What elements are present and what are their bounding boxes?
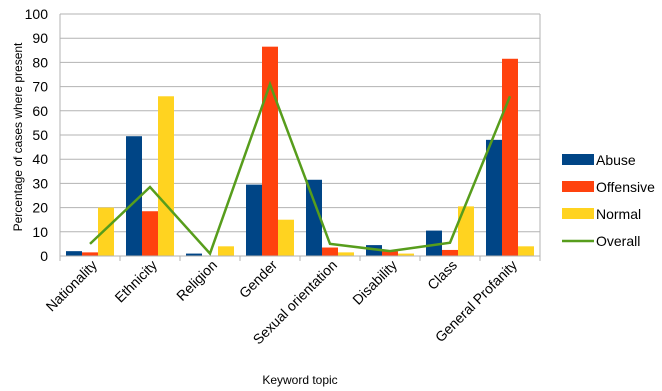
y-axis-label: Percentage of cases where present	[11, 42, 25, 231]
bar-abuse-class	[426, 230, 442, 256]
bar-offensive-sexual-orientation	[322, 247, 338, 256]
legend: Abuse Offensive Normal Overall	[562, 152, 655, 249]
x-tick-label: Religion	[173, 257, 220, 304]
x-tick-label: Class	[424, 257, 460, 293]
axes	[59, 14, 541, 261]
bar-offensive-disability	[382, 251, 398, 256]
bar-abuse-disability	[366, 245, 382, 256]
legend-label-normal: Normal	[596, 206, 641, 222]
bar-normal-disability	[398, 253, 414, 256]
bar-offensive-class	[442, 249, 458, 256]
overall-line	[89, 80, 512, 256]
bar-abuse-gender	[246, 184, 262, 256]
bar-offensive-gender	[262, 46, 278, 256]
bar-normal-religion	[218, 246, 234, 256]
legend-swatch-normal	[562, 208, 594, 219]
bar-abuse-religion	[186, 253, 202, 256]
line-overall	[89, 80, 512, 256]
y-tick-label: 50	[32, 127, 48, 143]
bar-abuse-nationality	[66, 251, 82, 256]
bar-normal-nationality	[98, 207, 114, 256]
bar-offensive-general-profanity	[502, 58, 518, 256]
bar-normal-ethnicity	[158, 96, 174, 256]
legend-label-abuse: Abuse	[596, 152, 636, 168]
y-tick-label: 0	[40, 248, 48, 264]
bar-normal-gender	[278, 219, 294, 256]
legend-label-offensive: Offensive	[596, 179, 655, 195]
y-tick-label: 30	[32, 175, 48, 191]
x-tick-label: Disability	[349, 257, 400, 308]
y-tick-label: 80	[32, 54, 48, 70]
bar-offensive-ethnicity	[142, 211, 158, 256]
bar-normal-sexual-orientation	[338, 252, 354, 256]
legend-swatch-abuse	[562, 154, 594, 165]
y-tick-labels: 0 10 20 30 40 50 60 70 80 90 100	[25, 6, 49, 264]
y-tick-label: 90	[32, 30, 48, 46]
y-tick-label: 70	[32, 79, 48, 95]
x-tick-label: Gender	[236, 257, 281, 302]
y-tick-label: 60	[32, 103, 48, 119]
bar-normal-general-profanity	[518, 246, 534, 256]
bars	[66, 46, 534, 256]
x-tick-label: Nationality	[43, 257, 101, 315]
y-tick-label: 100	[25, 6, 49, 22]
bar-abuse-ethnicity	[126, 136, 142, 256]
bar-offensive-nationality	[82, 252, 98, 256]
y-tick-label: 40	[32, 151, 48, 167]
legend-swatch-offensive	[562, 181, 594, 192]
bar-abuse-general-profanity	[486, 139, 502, 256]
x-axis-label: Keyword topic	[262, 373, 337, 387]
y-tick-label: 10	[32, 224, 48, 240]
x-tick-labels: Nationality Ethnicity Religion GenderSexual…	[43, 257, 521, 348]
bar-abuse-sexual-orientation	[306, 179, 322, 256]
legend-label-overall: Overall	[596, 233, 640, 249]
y-tick-label: 20	[32, 200, 48, 216]
x-tick-label: Ethnicity	[111, 257, 160, 306]
bar-normal-class	[458, 206, 474, 256]
